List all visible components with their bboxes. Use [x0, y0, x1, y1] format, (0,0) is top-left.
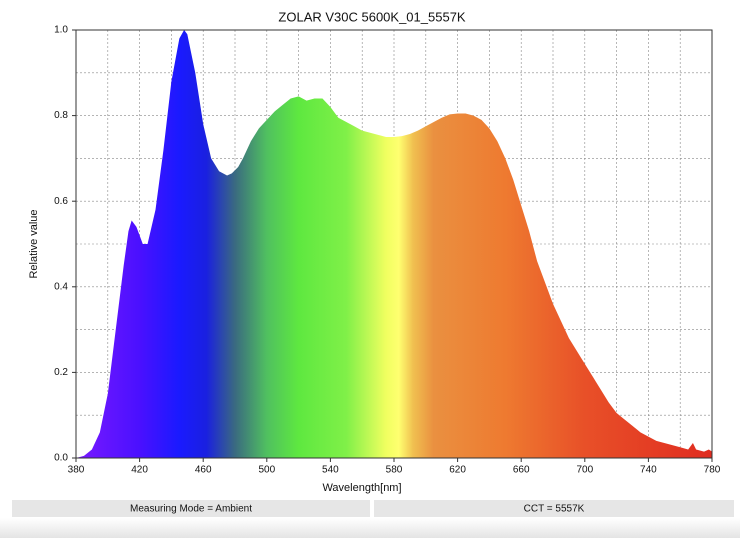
y-tick-label: 0.0 — [54, 453, 68, 464]
status-cell — [374, 500, 734, 517]
chart-title: ZOLAR V30C 5600K_01_5557K — [278, 9, 466, 24]
measuring-mode: Measuring Mode = Ambient — [130, 504, 252, 515]
cct: CCT = 5557K — [524, 504, 585, 515]
x-tick-label: 660 — [513, 465, 530, 476]
y-tick-label: 0.8 — [54, 110, 68, 121]
y-axis-label: Relative value — [28, 209, 40, 278]
y-tick-label: 1.0 — [54, 25, 68, 36]
x-tick-label: 500 — [258, 465, 275, 476]
x-tick-label: 780 — [704, 465, 721, 476]
x-axis-label: Wavelength[nm] — [322, 482, 401, 494]
x-tick-label: 700 — [576, 465, 593, 476]
y-tick-label: 0.2 — [54, 367, 68, 378]
x-tick-label: 540 — [322, 465, 339, 476]
y-tick-label: 0.4 — [54, 281, 68, 292]
bottom-fade — [0, 518, 740, 538]
x-tick-label: 580 — [386, 465, 403, 476]
status-cell — [12, 500, 370, 517]
x-tick-label: 740 — [640, 465, 657, 476]
spectrum-area — [76, 30, 712, 458]
x-tick-label: 420 — [131, 465, 148, 476]
x-tick-label: 460 — [195, 465, 212, 476]
x-tick-label: 620 — [449, 465, 466, 476]
x-tick-label: 380 — [68, 465, 85, 476]
y-tick-label: 0.6 — [54, 196, 68, 207]
